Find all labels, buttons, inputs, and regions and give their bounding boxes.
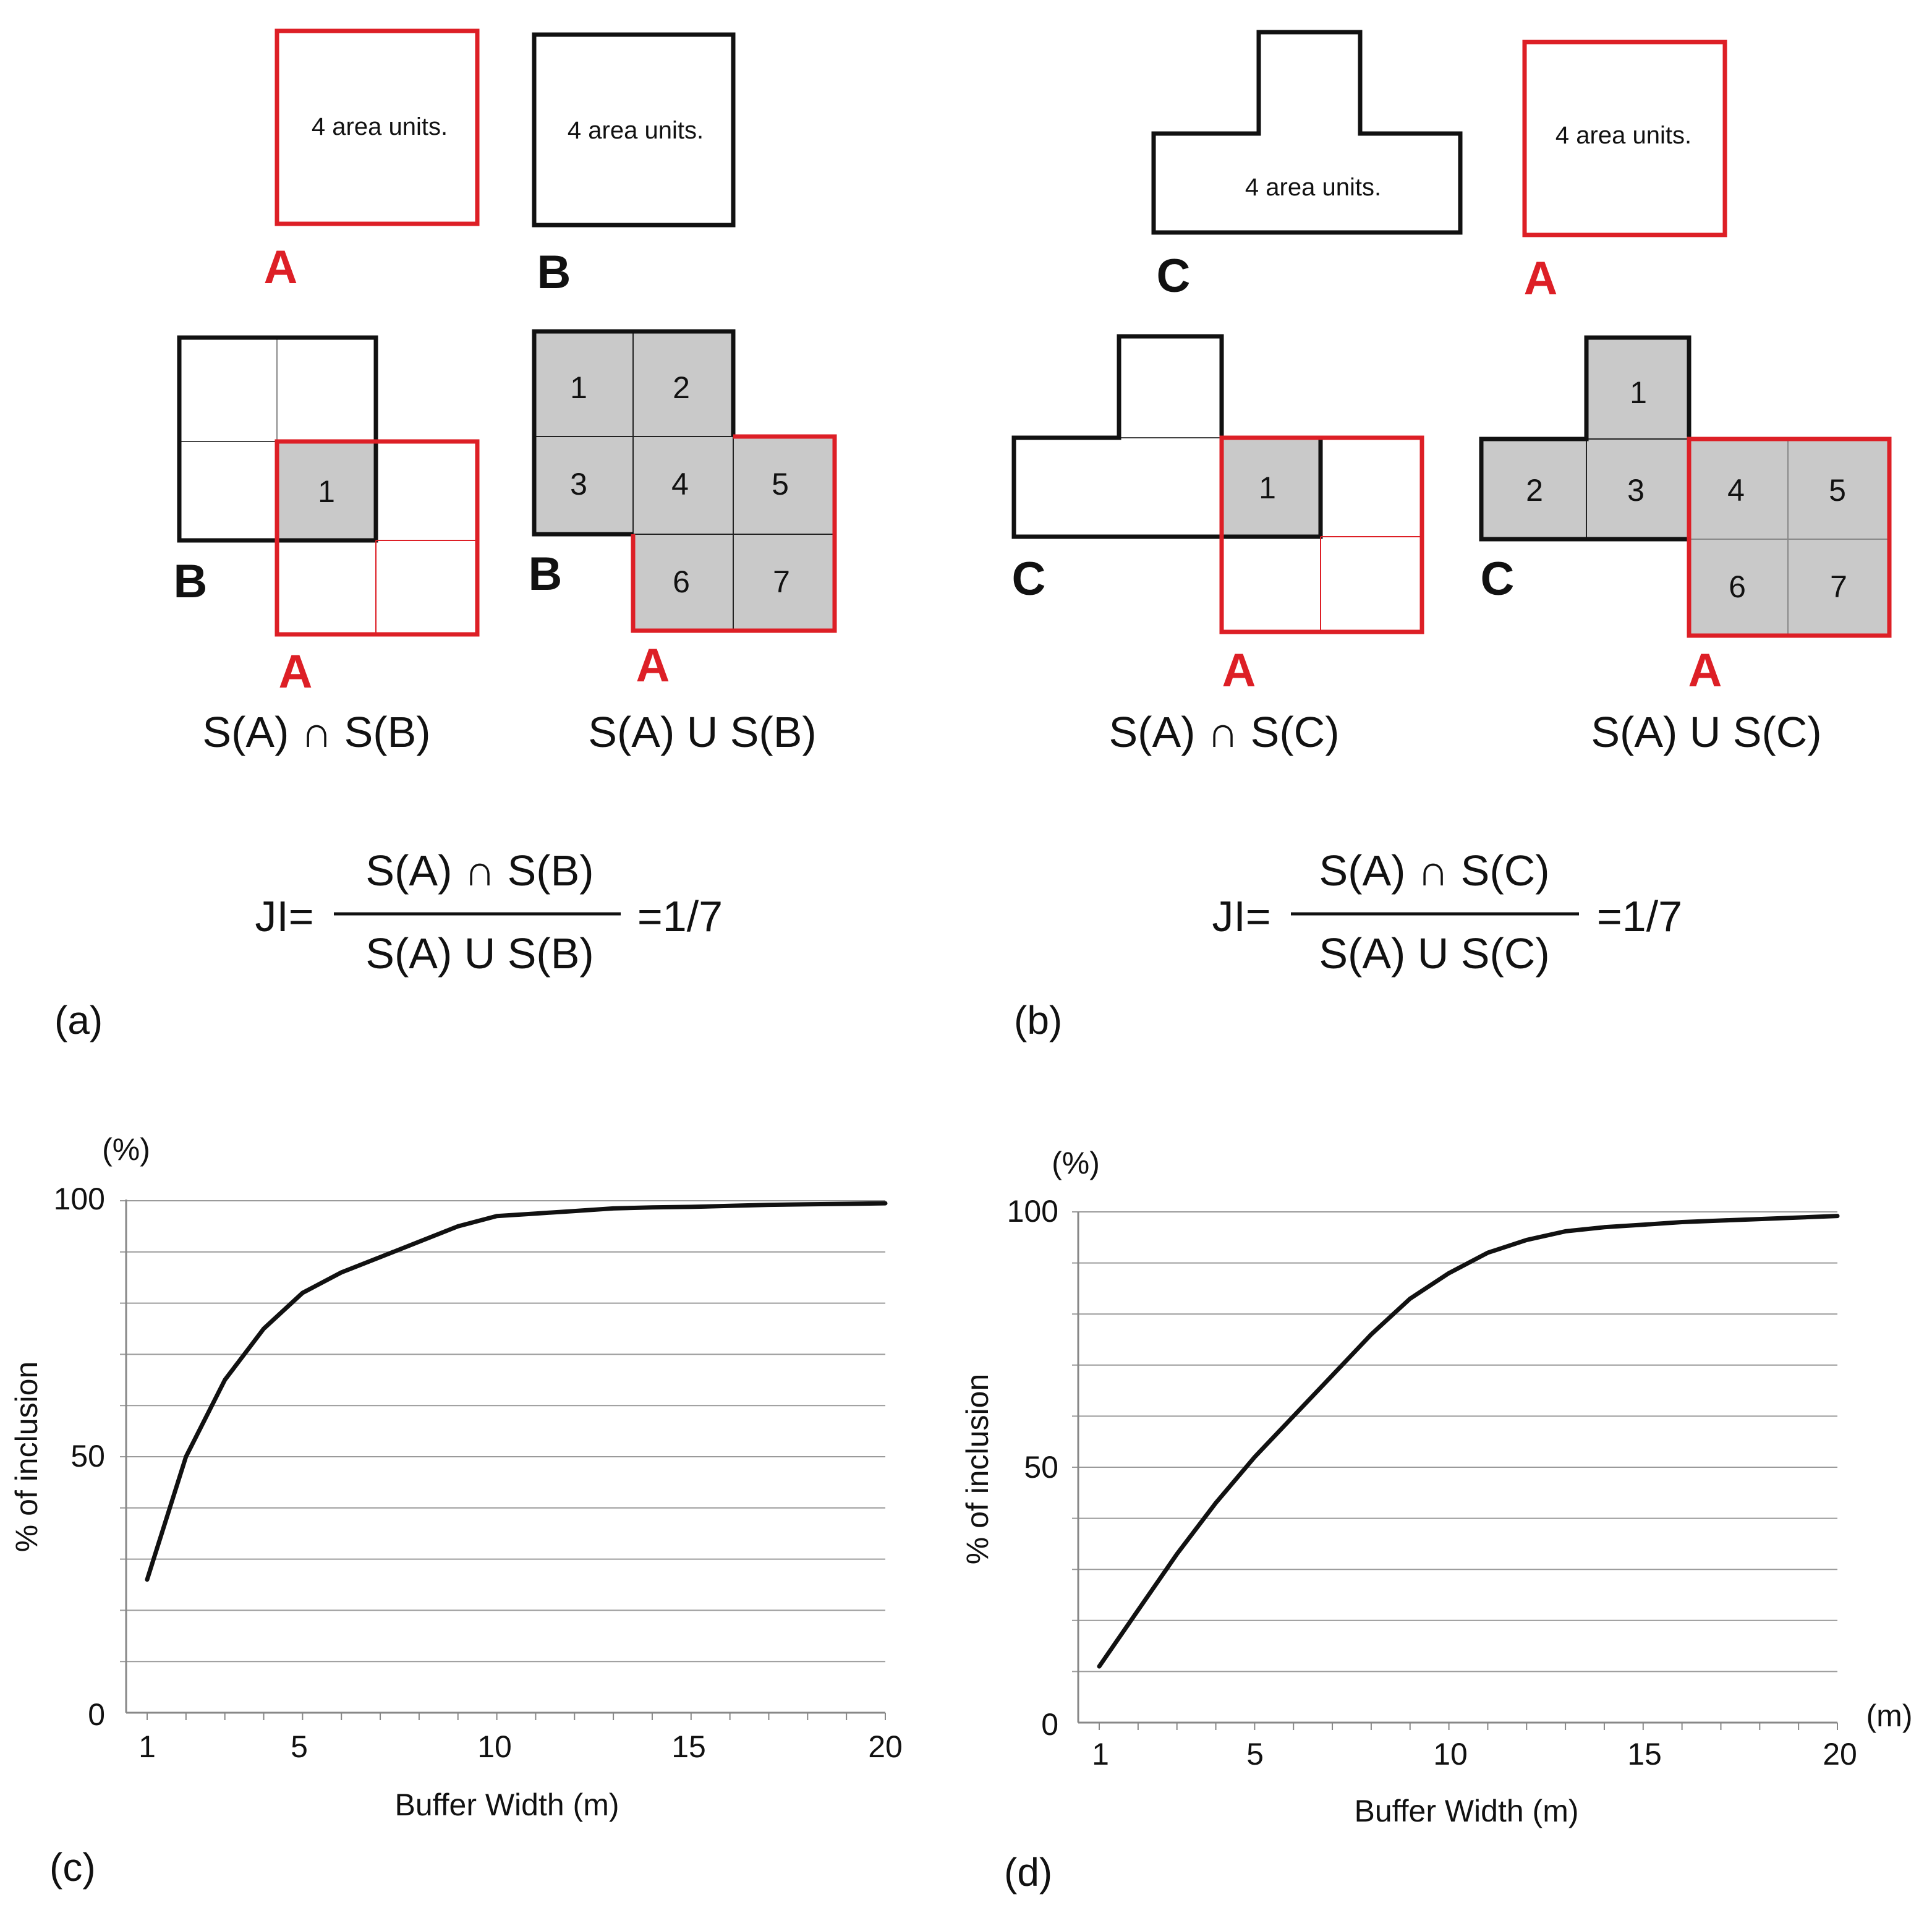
formula-b-denominator: S(A) U S(C) <box>1319 929 1549 978</box>
panel-c-label: (c) <box>49 1845 96 1890</box>
union-cell-1: 1 <box>570 370 587 405</box>
panel-b-label: (b) <box>1014 998 1062 1042</box>
chart-c-ytick-50: 50 <box>70 1439 105 1473</box>
union-ac-cell-5: 5 <box>1829 473 1846 508</box>
union-cell-5: 5 <box>772 467 789 501</box>
formula-a-result: =1/7 <box>637 892 723 940</box>
chart-d-xunit: (m) <box>1866 1698 1913 1733</box>
chart-d-yunit: (%) <box>1052 1146 1100 1180</box>
chart-d-ytick-0: 0 <box>1041 1707 1058 1742</box>
chart-c-ytick-0: 0 <box>88 1697 105 1732</box>
union-cell-4: 4 <box>671 467 689 501</box>
panel-d-label: (d) <box>1004 1850 1052 1894</box>
shape-c-outline <box>1151 30 1463 235</box>
shape-a-area-text: 4 area units. <box>312 113 448 140</box>
formula-a-denominator: S(A) U S(B) <box>365 929 594 978</box>
shape-b-square <box>532 32 736 228</box>
chart-d-xlabel: Buffer Width (m) <box>1354 1794 1578 1828</box>
formula-b-result: =1/7 <box>1597 892 1682 940</box>
chart-c-ytick-100: 100 <box>54 1182 105 1216</box>
chart-d-xtick-10: 10 <box>1433 1737 1468 1771</box>
union-ac-caption: S(A) U S(C) <box>1591 708 1821 756</box>
panel-a-label: (a) <box>54 998 103 1042</box>
formula-a-prefix: JI= <box>255 892 313 940</box>
chart-d-xtick-1: 1 <box>1092 1737 1109 1771</box>
chart-d-gridlines <box>1072 1211 1837 1673</box>
chart-c-yunit: (%) <box>102 1132 150 1167</box>
chart-d-ytick-100: 100 <box>1007 1194 1058 1229</box>
formula-a-numerator: S(A) ∩ S(B) <box>365 846 594 895</box>
union-ac-cell-1: 1 <box>1630 375 1647 410</box>
shape-a2-area-text: 4 area units. <box>1555 122 1692 149</box>
shape-a-label: A <box>264 241 298 294</box>
formula-b: JI= S(A) ∩ S(C) S(A) U S(C) =1/7 <box>1212 846 1682 978</box>
intersection-cell <box>277 441 376 540</box>
intersection-a-label: A <box>279 646 313 698</box>
chart-d-ylabel: % of inclusion <box>960 1374 995 1565</box>
chart-d-xtick-15: 15 <box>1627 1737 1662 1771</box>
chart-d-xtick-5: 5 <box>1246 1737 1264 1771</box>
intersection-ac-diagram: 1 C A <box>1011 334 1424 697</box>
chart-d-series-line <box>1097 1214 1840 1669</box>
shape-a2-label: A <box>1524 252 1558 305</box>
shape-a2-square <box>1522 40 1727 237</box>
intersection-ab-caption: S(A) ∩ S(B) <box>202 708 430 756</box>
shape-a-square <box>274 28 480 226</box>
chart-c-gridlines <box>120 1200 885 1663</box>
union-cell-3: 3 <box>570 467 587 501</box>
shape-c-area-text: 4 area units. <box>1245 174 1381 201</box>
panel-b: 4 area units. C 4 area units. A 1 C A S(… <box>1011 30 1892 1042</box>
chart-c: 100 50 0 1 5 10 15 20 (%) % of inclusion… <box>9 1132 903 1890</box>
shape-b-label: B <box>537 246 571 299</box>
chart-d-ytick-50: 50 <box>1024 1450 1058 1485</box>
union-ac-cell-7: 7 <box>1830 569 1847 604</box>
union-cell-2: 2 <box>673 370 690 405</box>
chart-c-series-line <box>145 1201 888 1582</box>
union-a-label: A <box>636 639 670 692</box>
chart-d-xtick-20: 20 <box>1823 1737 1857 1771</box>
union-ac-cell-4: 4 <box>1727 473 1745 508</box>
union-ac-cell-6: 6 <box>1729 569 1746 604</box>
chart-c-x-minor-ticks <box>147 1713 886 1720</box>
formula-a: JI= S(A) ∩ S(B) S(A) U S(B) =1/7 <box>255 846 723 978</box>
chart-c-xtick-10: 10 <box>477 1729 512 1764</box>
chart-c-xlabel: Buffer Width (m) <box>394 1788 619 1822</box>
intersection-ac-a-label: A <box>1222 644 1256 697</box>
chart-c-xtick-15: 15 <box>671 1729 706 1764</box>
chart-d-x-minor-ticks <box>1099 1723 1838 1730</box>
union-cell-7: 7 <box>773 565 790 599</box>
intersection-ac-c-label: C <box>1012 553 1046 605</box>
chart-d: 100 50 0 1 5 10 15 20 (%) (m) % of inclu… <box>960 1146 1912 1894</box>
chart-c-xtick-1: 1 <box>138 1729 156 1764</box>
union-ac-cell-2: 2 <box>1526 473 1543 508</box>
chart-c-xtick-5: 5 <box>291 1729 308 1764</box>
shape-b-area-text: 4 area units. <box>568 117 704 144</box>
formula-b-prefix: JI= <box>1212 892 1270 940</box>
chart-c-xtick-20: 20 <box>868 1729 903 1764</box>
union-ac-cell-3: 3 <box>1627 473 1645 508</box>
shape-c-label: C <box>1157 250 1191 302</box>
union-ac-diagram: 1 2 3 4 5 6 7 C A <box>1479 335 1892 697</box>
union-ab-diagram: 1 2 3 4 5 6 7 B A <box>529 329 837 692</box>
chart-c-ylabel: % of inclusion <box>9 1362 44 1553</box>
union-ac-c-label: C <box>1481 553 1515 605</box>
formula-b-numerator: S(A) ∩ S(C) <box>1319 846 1549 895</box>
intersection-cell-label: 1 <box>318 474 335 509</box>
union-b-label: B <box>529 548 563 600</box>
intersection-ac-caption: S(A) ∩ S(C) <box>1109 708 1339 756</box>
union-cell-6: 6 <box>673 565 690 599</box>
intersection-ac-cell-label: 1 <box>1259 471 1276 505</box>
intersection-b-label: B <box>174 555 208 608</box>
union-ab-caption: S(A) U S(B) <box>588 708 816 756</box>
union-ac-a-label: A <box>1688 644 1722 697</box>
intersection-ab-diagram: 1 B A <box>174 335 480 698</box>
panel-a: 4 area units. A 4 area units. B 1 B A S(… <box>54 28 837 1042</box>
